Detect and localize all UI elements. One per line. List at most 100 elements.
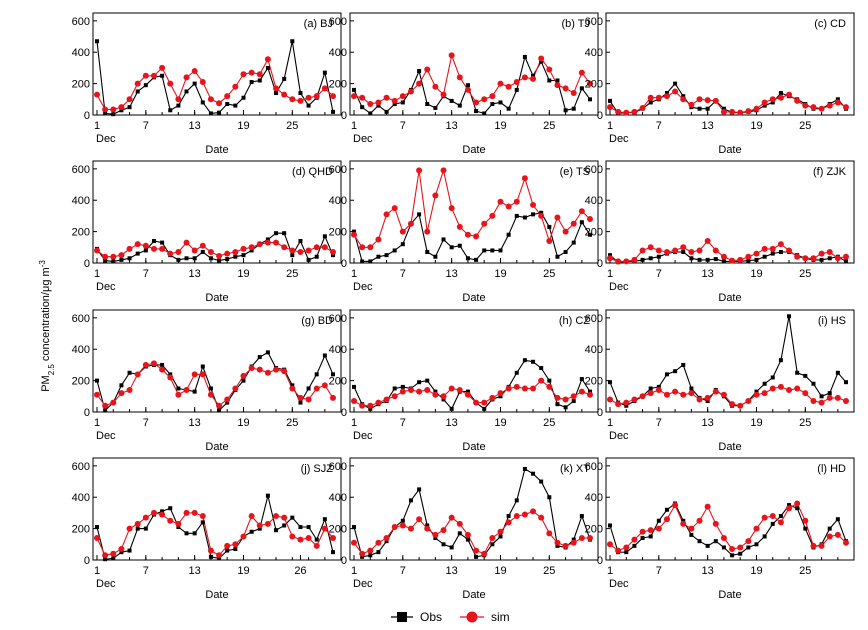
x-tick-label: 7 bbox=[143, 565, 149, 577]
sim-point bbox=[826, 102, 833, 109]
obs-point bbox=[697, 257, 702, 262]
obs-point bbox=[433, 254, 438, 259]
x-tick-label: 25 bbox=[286, 120, 298, 132]
sim-point bbox=[159, 245, 166, 252]
obs-point bbox=[705, 543, 710, 548]
obs-point bbox=[673, 369, 678, 374]
obs-point bbox=[664, 91, 669, 96]
sim-point bbox=[432, 391, 439, 398]
obs-point bbox=[555, 402, 560, 407]
obs-point bbox=[376, 550, 381, 555]
obs-point bbox=[352, 229, 356, 234]
y-axis-label-sub: 2.5 bbox=[47, 364, 56, 376]
sim-point bbox=[786, 247, 793, 254]
x-tick-label: 19 bbox=[237, 120, 249, 132]
sim-point bbox=[94, 91, 100, 98]
x-tick-label: 1 bbox=[94, 268, 100, 280]
sim-point bbox=[321, 382, 328, 389]
sim-point bbox=[183, 387, 190, 394]
x-tick-label: 7 bbox=[143, 417, 149, 429]
sim-point bbox=[587, 80, 593, 87]
sim-point bbox=[631, 108, 638, 115]
x-tick-label: 1 bbox=[351, 417, 357, 429]
sim-point bbox=[843, 398, 849, 405]
sim-point bbox=[607, 541, 613, 548]
x-tick-label: 13 bbox=[446, 565, 458, 577]
sim-point bbox=[407, 387, 414, 394]
y-tick-label: 600 bbox=[329, 461, 347, 473]
chart-panel-8: 0 200 400 600 1 7 13 19 25 Dec Date (h) CZ bbox=[329, 309, 599, 453]
sim-point bbox=[802, 390, 809, 397]
y-tick-label: 600 bbox=[329, 16, 347, 28]
obs-point bbox=[217, 110, 222, 115]
panel-title: (b) TJ bbox=[561, 18, 590, 30]
sim-point bbox=[712, 520, 719, 527]
y-tick-label: 400 bbox=[72, 344, 90, 356]
obs-point bbox=[571, 106, 576, 111]
sim-point bbox=[663, 249, 670, 256]
sim-point bbox=[248, 244, 255, 251]
obs-point bbox=[408, 498, 413, 503]
sim-point bbox=[224, 250, 231, 257]
sim-point bbox=[256, 241, 263, 248]
x-tick-label: 25 bbox=[799, 565, 811, 577]
obs-point bbox=[160, 362, 165, 367]
x-tick-label: 25 bbox=[543, 417, 555, 429]
obs-point bbox=[795, 506, 800, 511]
sim-point bbox=[232, 83, 239, 90]
y-tick-label: 0 bbox=[341, 407, 347, 419]
x-tick-label: 13 bbox=[189, 120, 201, 132]
obs-point bbox=[265, 493, 270, 498]
obs-point bbox=[368, 406, 373, 411]
obs-point bbox=[778, 250, 783, 255]
y-tick-label: 400 bbox=[329, 195, 347, 207]
x-axis-label: Date bbox=[462, 292, 485, 304]
plot-frame bbox=[92, 457, 342, 561]
month-label: Dec bbox=[609, 430, 629, 442]
y-tick-label: 600 bbox=[72, 461, 90, 473]
x-tick-label: 1 bbox=[607, 268, 613, 280]
obs-point bbox=[103, 557, 108, 562]
obs-series-line bbox=[353, 359, 591, 410]
sim-point bbox=[281, 368, 288, 375]
obs-point bbox=[787, 503, 792, 508]
obs-point bbox=[608, 380, 612, 385]
plot-frame bbox=[349, 12, 599, 116]
obs-point bbox=[208, 111, 213, 116]
sim-point bbox=[281, 514, 288, 521]
sim-point bbox=[183, 509, 190, 516]
obs-point bbox=[290, 383, 295, 388]
sim-point bbox=[399, 388, 406, 395]
obs-point bbox=[160, 240, 165, 245]
sim-point bbox=[497, 198, 504, 205]
obs-series-line bbox=[353, 212, 591, 262]
sim-point bbox=[281, 244, 288, 251]
sim-point bbox=[191, 509, 198, 516]
sim-point bbox=[424, 228, 431, 235]
obs-point bbox=[352, 525, 356, 530]
x-tick-label: 7 bbox=[656, 120, 662, 132]
sim-point bbox=[607, 396, 613, 403]
sim-point bbox=[224, 396, 231, 403]
sim-point bbox=[224, 93, 231, 100]
obs-point bbox=[298, 525, 303, 530]
sim-point bbox=[554, 214, 561, 221]
obs-point bbox=[746, 545, 751, 550]
sim-point bbox=[399, 228, 406, 235]
sim-point bbox=[351, 539, 357, 546]
sim-point bbox=[375, 236, 382, 243]
sim-series-line bbox=[96, 362, 334, 407]
sim-point bbox=[538, 212, 545, 219]
obs-point bbox=[241, 253, 246, 258]
legend-sim-marker bbox=[466, 611, 478, 623]
sim-point bbox=[704, 97, 711, 104]
plot-frame bbox=[605, 12, 855, 116]
obs-point bbox=[376, 254, 381, 259]
sim-point bbox=[802, 255, 809, 262]
sim-point bbox=[167, 517, 174, 524]
sim-point bbox=[639, 393, 646, 400]
obs-point bbox=[352, 384, 356, 389]
sim-point bbox=[777, 94, 784, 101]
sim-point bbox=[761, 245, 768, 252]
y-tick-label: 0 bbox=[597, 258, 603, 270]
